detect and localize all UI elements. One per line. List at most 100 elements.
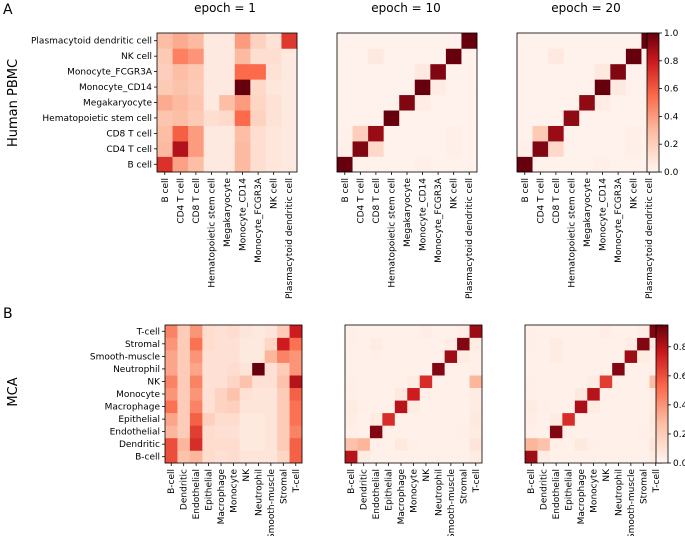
heatmap-human-pbmc-1: B cell CD4 T cell CD8 T cell Hematopoietic … [31,32,298,299]
y-tick-label: Macrophage [105,403,161,413]
heatmap-cell [202,362,216,376]
heatmap-cell [239,450,253,464]
heatmap-cell [599,450,613,464]
heatmap-cell [414,48,431,65]
heatmap-cell [165,375,178,389]
heatmap-cell [532,141,549,157]
heatmap-cell [432,350,445,363]
heatmap-cell [637,325,650,338]
heatmap-cell [537,375,551,389]
heatmap-cell [574,362,588,376]
heatmap-cell [399,110,416,126]
heatmap-cell [277,387,290,401]
heatmap-cell [574,337,588,351]
heatmap-cell [537,450,551,464]
heatmap-cell [281,110,298,126]
heatmap-cell [369,350,383,363]
y-tick-label: Monocyte_FCGR3A [67,68,153,78]
heatmap-cell [219,110,236,126]
heatmap-cell [250,156,267,173]
heatmap-cell [265,79,282,96]
x-tick-label: Plasmacytoid dendritic cell [465,178,475,299]
heatmap-cell [189,325,203,338]
heatmap-cell [214,350,228,363]
heatmap-cell [625,79,642,96]
heatmap-cell [165,437,178,451]
heatmap-cell [252,437,265,451]
heatmap-cell [394,425,408,439]
heatmap-cell [563,141,580,157]
heatmap-cell [188,94,204,111]
heatmap-cell [345,450,358,464]
heatmap-cell [625,94,642,111]
heatmap-cell [594,94,611,111]
colorbar-tick-label: 0.0 [664,168,679,178]
y-tick-label: Plasmacytoid dendritic cell [31,37,152,47]
heatmap-cell [202,375,216,389]
heatmap-cell [461,48,478,65]
heatmap-cell [234,141,251,157]
heatmap-cell [599,400,613,414]
heatmap-cell [252,375,265,389]
heatmap-cell [337,141,353,157]
heatmap-cell [239,375,253,389]
heatmap-cell [368,63,384,80]
heatmap-cell [165,450,178,464]
heatmap-cell [587,400,601,414]
heatmap-cell [562,437,576,451]
heatmap-cell [214,325,228,338]
heatmap-cell [252,325,265,338]
y-tick-label: Megakaryocyte [83,99,152,109]
heatmap-cell [357,450,371,464]
x-tick-label: Neutrophil [434,469,444,516]
heatmap-cell [281,79,298,96]
heatmap-cell [383,63,400,80]
heatmap-cell [637,400,650,414]
y-tick-label: T-cell [136,327,160,337]
heatmap-cell [563,63,580,80]
heatmap-cell [234,79,251,96]
heatmap-cell [414,110,431,126]
heatmap-cell [549,375,563,389]
heatmap-cell [352,110,369,126]
x-tick-label: Endothelial [372,469,382,519]
heatmap-cell [177,375,191,389]
heatmap-cell [612,350,625,363]
heatmap-cell [563,110,580,126]
heatmap-cell [562,350,576,363]
heatmap-cell [188,141,204,157]
heatmap-cell [368,110,384,126]
heatmap-cell [419,350,433,363]
heatmap-cell [624,400,638,414]
y-tick-label: Stromal [125,340,160,350]
heatmap-cell [345,400,358,414]
heatmap-cell [264,412,278,426]
heatmap-cell [537,412,551,426]
heatmap-cell [444,450,458,464]
heatmap-cell [562,362,576,376]
heatmap-cell [281,63,298,80]
heatmap-cell [624,362,638,376]
colorbar-tick-label: 0.6 [673,372,685,382]
heatmap-cell [469,437,483,451]
heatmap-cell [157,33,173,49]
heatmap-cell [227,375,241,389]
heatmap-cell [394,437,408,451]
heatmap-cell [594,141,611,157]
heatmap-cell [177,425,191,439]
heatmap-cell [382,350,396,363]
heatmap-cell [189,437,203,451]
heatmap-cell [239,362,253,376]
heatmap-cell [277,400,290,414]
heatmap-cell [382,337,396,351]
heatmap-cell [419,425,433,439]
heatmap-cell [227,437,241,451]
heatmap-cell [444,325,458,338]
x-tick-label: Epithelial [205,469,215,511]
heatmap-cell [574,375,588,389]
heatmap-cell [369,387,383,401]
heatmap-cell [432,425,445,439]
heatmap-cell [444,425,458,439]
heatmap-cell [345,425,358,439]
heatmap-cell [277,350,290,363]
